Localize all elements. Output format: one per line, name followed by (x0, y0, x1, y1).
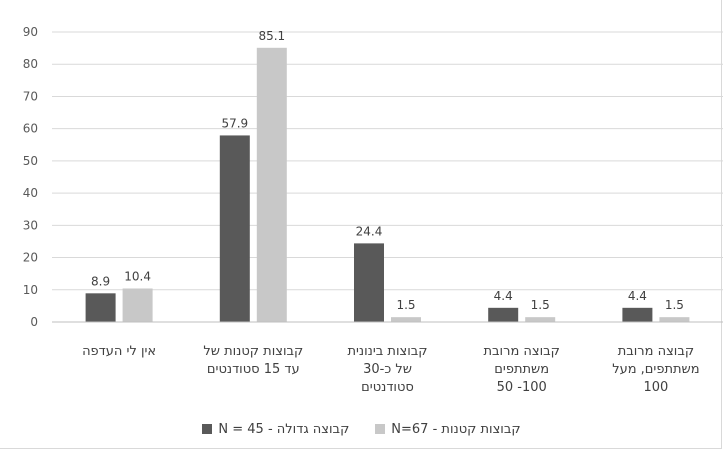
legend-label-small-groups: קבוצות קטנות - N=67 (391, 421, 521, 437)
y-tick-label: 20 (23, 251, 38, 265)
bar (354, 243, 384, 322)
data-label: 1.5 (396, 298, 415, 312)
legend-label-large-group: קבוצה גדולה - N = 45 (218, 421, 350, 437)
bar (219, 135, 250, 322)
bar (391, 317, 421, 322)
legend-item-large-group: קבוצה גדולה - N = 45 (202, 422, 349, 437)
data-label: 4.4 (628, 289, 647, 303)
data-label: 85.1 (258, 29, 285, 43)
y-tick-label: 40 (23, 186, 38, 200)
bar (525, 317, 556, 322)
y-tick-label: 50 (23, 154, 38, 168)
x-tick-label: קבוצה מרובת משתתפים 100- 50 (484, 344, 560, 395)
x-tick-label: קבוצות בינונית של כ-30 סטודנטים (347, 344, 427, 395)
data-label: 24.4 (356, 224, 383, 238)
data-label: 1.5 (665, 298, 684, 312)
x-tick-label: קבוצות קטנות של עד 15 סטודנטים (203, 344, 303, 377)
x-tick-label: אין לי העדפה (82, 344, 156, 359)
legend-item-small-groups: קבוצות קטנות - N=67 (375, 421, 521, 437)
y-tick-label: 10 (23, 283, 38, 297)
legend-swatch-large-group (202, 424, 213, 434)
y-tick-label: 90 (23, 25, 38, 39)
bar (256, 47, 287, 323)
data-label: 57.9 (221, 116, 248, 130)
data-label: 10.4 (124, 269, 151, 283)
bar (488, 307, 519, 322)
y-tick-label: 60 (23, 122, 38, 136)
bar (122, 288, 153, 322)
bar (659, 317, 690, 322)
bar (622, 307, 653, 322)
y-tick-label: 70 (23, 89, 38, 103)
data-label: 1.5 (531, 298, 550, 312)
legend-swatch-small-groups (375, 424, 386, 434)
y-tick-label: 30 (23, 218, 38, 232)
y-tick-label: 80 (23, 57, 38, 71)
y-tick-label: 0 (30, 315, 38, 329)
x-tick-label: קבוצה מרובת משתתפים, מעל 100 (612, 344, 699, 395)
data-label: 8.9 (91, 274, 110, 288)
bar (85, 293, 116, 322)
data-label: 4.4 (494, 289, 513, 303)
legend: קבוצה גדולה - N = 45 קבוצות קטנות - N=67 (0, 418, 723, 440)
